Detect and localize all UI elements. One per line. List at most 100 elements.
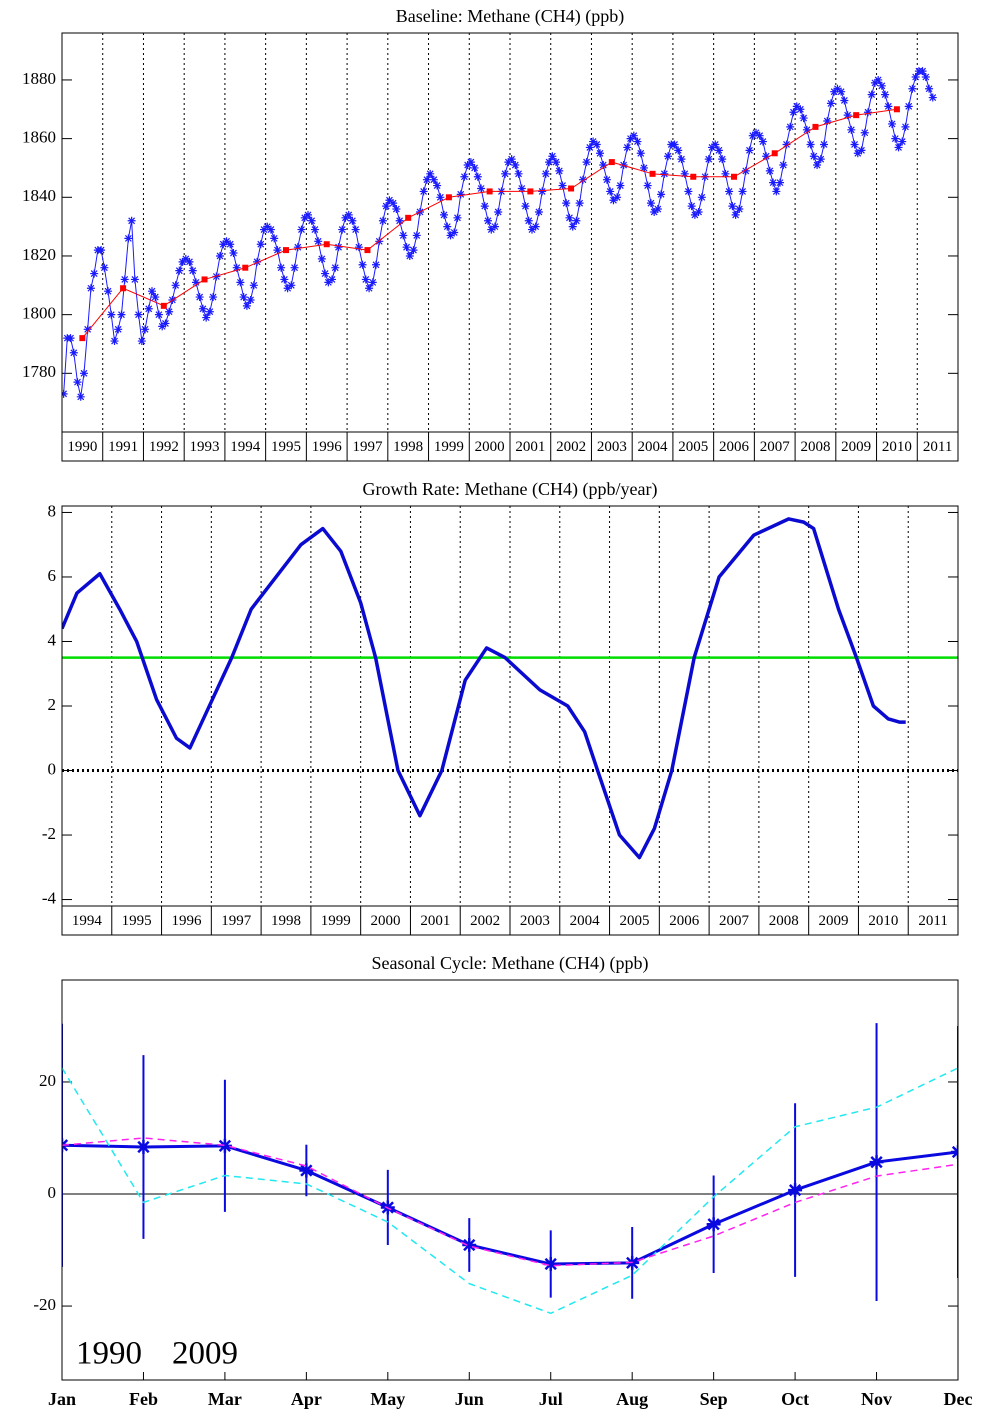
marker bbox=[538, 187, 547, 196]
marker bbox=[69, 348, 78, 357]
marker bbox=[863, 108, 872, 117]
marker bbox=[487, 225, 496, 234]
marker bbox=[436, 193, 445, 202]
marker bbox=[894, 143, 903, 152]
marker bbox=[568, 222, 577, 231]
y-tick-label: 20 bbox=[39, 1071, 56, 1090]
marker bbox=[857, 146, 866, 155]
marker bbox=[195, 293, 204, 302]
x-tick-label: 2001 bbox=[515, 439, 545, 455]
marker bbox=[73, 378, 82, 387]
marker bbox=[650, 207, 659, 216]
x-tick-label: 1992 bbox=[149, 439, 179, 455]
marker bbox=[158, 322, 167, 331]
marker bbox=[283, 247, 289, 254]
marker bbox=[372, 260, 381, 269]
x-tick-label: 1994 bbox=[230, 439, 261, 455]
marker bbox=[507, 155, 516, 164]
marker bbox=[137, 337, 146, 346]
plot-area bbox=[62, 517, 958, 860]
marker bbox=[405, 251, 414, 260]
series-line bbox=[81, 108, 897, 339]
marker bbox=[100, 263, 109, 272]
y-tick-label: 2 bbox=[48, 695, 57, 714]
legend-label: 2009 bbox=[172, 1336, 238, 1372]
x-tick-label: 1997 bbox=[221, 913, 252, 929]
marker bbox=[826, 99, 835, 108]
marker bbox=[242, 301, 251, 310]
marker bbox=[840, 96, 849, 105]
marker bbox=[534, 207, 543, 216]
marker bbox=[419, 187, 428, 196]
marker bbox=[310, 225, 319, 234]
marker bbox=[527, 188, 534, 195]
plot-area bbox=[62, 67, 937, 401]
marker bbox=[445, 194, 452, 201]
marker bbox=[623, 143, 632, 152]
marker bbox=[382, 202, 391, 211]
marker bbox=[684, 187, 693, 196]
marker bbox=[270, 234, 279, 243]
marker bbox=[293, 243, 302, 252]
marker bbox=[120, 285, 127, 292]
marker bbox=[609, 196, 618, 205]
marker bbox=[219, 240, 228, 249]
marker bbox=[616, 181, 625, 190]
x-tick-label: 2004 bbox=[638, 439, 669, 455]
series-line bbox=[62, 517, 906, 860]
marker bbox=[486, 188, 493, 195]
marker bbox=[402, 243, 411, 252]
x-tick-label: Mar bbox=[208, 1389, 242, 1409]
marker bbox=[771, 150, 778, 157]
marker bbox=[802, 125, 811, 134]
plot-frame bbox=[61, 32, 959, 433]
marker bbox=[541, 169, 550, 178]
marker bbox=[160, 302, 167, 309]
y-tick-label: 1860 bbox=[22, 128, 56, 147]
y-tick-label: 0 bbox=[48, 1183, 57, 1202]
x-tick-label: 1995 bbox=[122, 913, 152, 929]
x-tick-label: 1995 bbox=[271, 439, 301, 455]
marker bbox=[697, 193, 706, 202]
marker bbox=[90, 269, 99, 278]
marker bbox=[748, 131, 757, 140]
series-line bbox=[62, 1067, 958, 1315]
marker bbox=[582, 158, 591, 167]
marker bbox=[735, 205, 744, 214]
x-tick-label: 1998 bbox=[271, 913, 301, 929]
marker bbox=[463, 161, 472, 170]
marker bbox=[552, 158, 561, 167]
marker bbox=[185, 257, 194, 266]
marker bbox=[405, 214, 412, 221]
marker bbox=[884, 102, 893, 111]
marker bbox=[480, 202, 489, 211]
marker bbox=[765, 166, 774, 175]
marker bbox=[745, 146, 754, 155]
marker bbox=[124, 234, 133, 243]
x-tick-label: 1997 bbox=[352, 439, 383, 455]
x-tick-label: Jul bbox=[539, 1389, 563, 1409]
x-tick-label: 1991 bbox=[108, 439, 138, 455]
x-tick-label: Oct bbox=[781, 1389, 809, 1409]
marker bbox=[209, 293, 218, 302]
marker bbox=[521, 202, 530, 211]
marker bbox=[575, 199, 584, 208]
marker bbox=[450, 228, 459, 237]
marker bbox=[323, 241, 330, 248]
marker bbox=[789, 108, 798, 117]
marker bbox=[148, 287, 157, 296]
y-tick-label: 1880 bbox=[22, 69, 56, 88]
marker bbox=[460, 172, 469, 181]
marker bbox=[837, 87, 846, 96]
marker bbox=[869, 1155, 884, 1170]
marker bbox=[543, 1257, 558, 1272]
marker bbox=[799, 114, 808, 123]
marker bbox=[741, 166, 750, 175]
marker bbox=[446, 231, 455, 240]
marker bbox=[365, 284, 374, 293]
y-tick-label: 0 bbox=[48, 759, 57, 778]
marker bbox=[151, 293, 160, 302]
marker bbox=[711, 140, 720, 149]
marker bbox=[731, 173, 737, 180]
